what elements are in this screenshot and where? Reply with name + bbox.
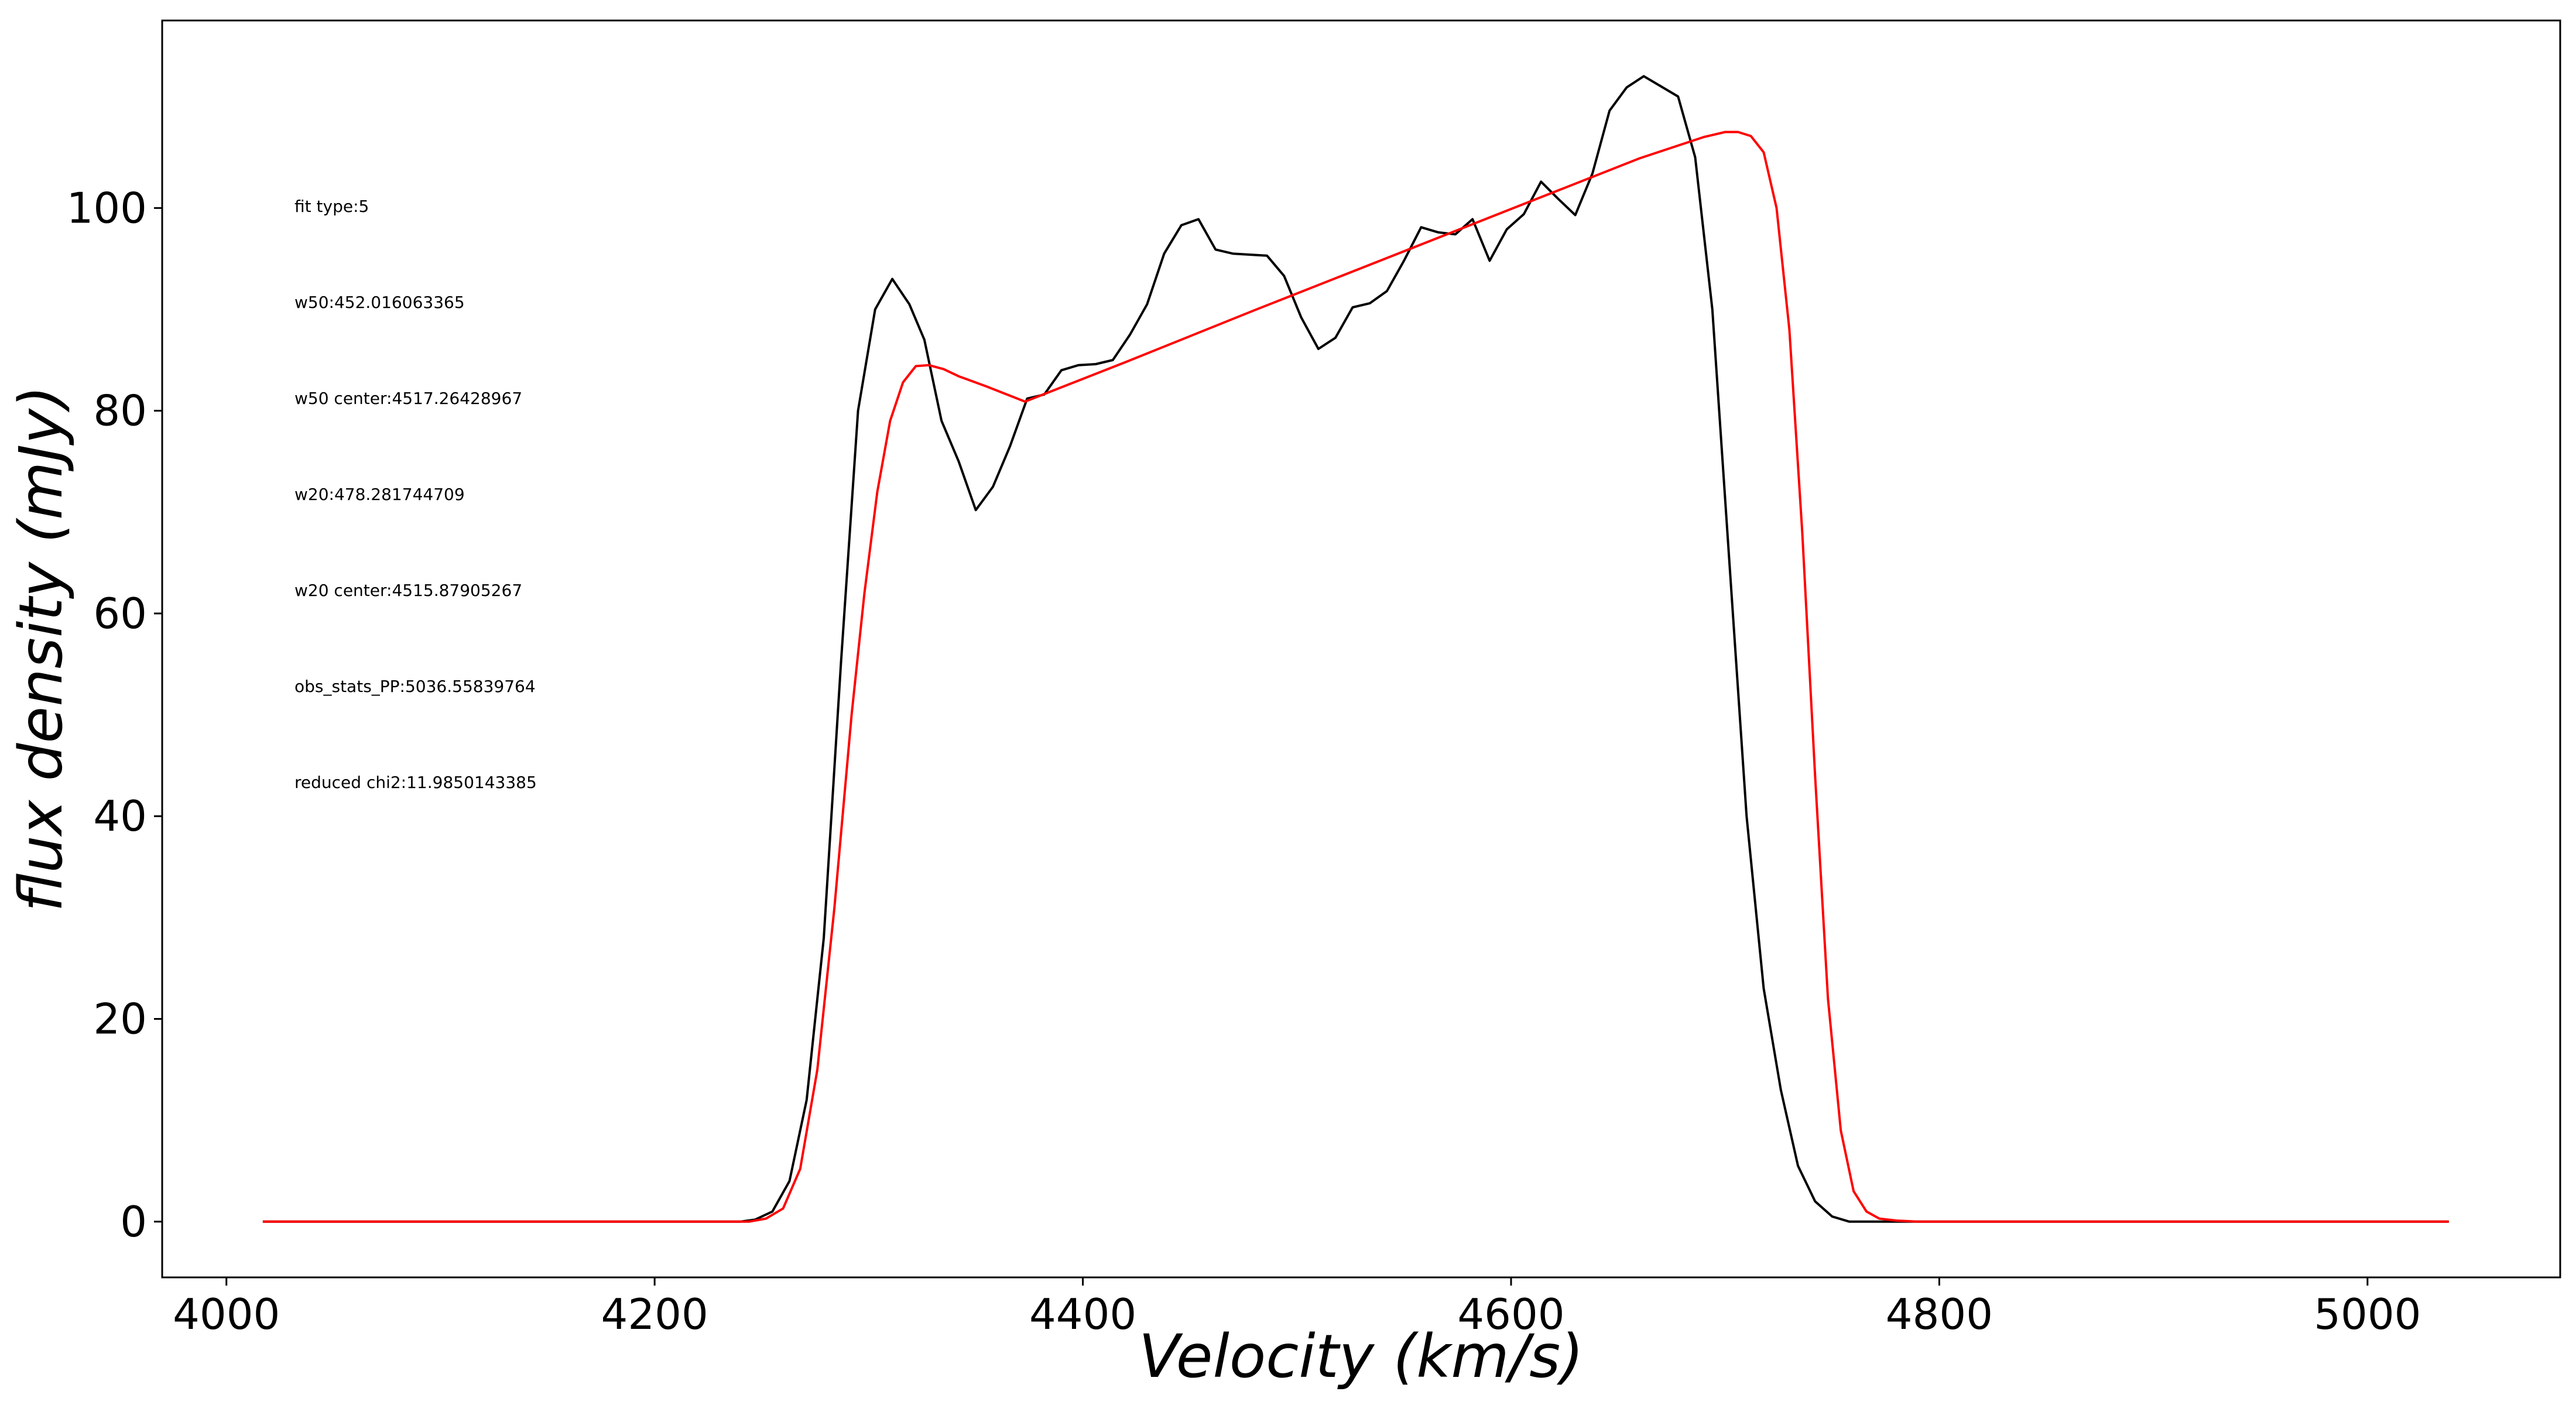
x-tick-label: 4800: [1886, 1290, 1993, 1339]
x-axis-label: Velocity (km/s): [1139, 1322, 1584, 1392]
x-tick-label: 5000: [2314, 1290, 2421, 1339]
plot-area-frame: [161, 19, 2561, 1279]
fit-annotation-text: w20 center:4515.87905267: [294, 581, 522, 600]
x-axis: 4000 4200 4400 4600 4800 5000: [173, 1277, 2421, 1339]
observed-spectrum-line: [262, 75, 2449, 1223]
x-tick-label: 4600: [1457, 1290, 1564, 1339]
y-tick-label: 60: [93, 589, 147, 638]
series-layer: [262, 75, 2449, 1223]
y-tick-label: 100: [67, 183, 147, 232]
y-tick-label: 80: [93, 386, 147, 436]
fit-annotation-text: reduced chi2:11.9850143385: [294, 773, 537, 792]
y-tick-label: 20: [93, 994, 147, 1043]
model-fit-line: [262, 131, 2449, 1223]
fit-annotation-text: w50 center:4517.26428967: [294, 389, 522, 408]
x-tick-label: 4000: [173, 1290, 280, 1339]
fit-annotation-text: obs_stats_PP:5036.55839764: [294, 677, 536, 696]
y-tick-label: 0: [120, 1197, 147, 1246]
fit-annotations: fit type:5 w50:452.016063365 w50 center:45…: [294, 197, 537, 792]
y-axis-label: flux density (mJy): [6, 385, 76, 911]
y-tick-label: 40: [93, 791, 147, 841]
fit-annotation-text: w50:452.016063365: [294, 293, 465, 312]
fit-annotation-text: fit type:5: [294, 197, 369, 216]
y-axis: 0 20 40 60 80 100: [67, 183, 162, 1246]
x-tick-label: 4400: [1029, 1290, 1136, 1339]
fit-annotation-text: w20:478.281744709: [294, 485, 465, 504]
x-tick-label: 4200: [601, 1290, 708, 1339]
